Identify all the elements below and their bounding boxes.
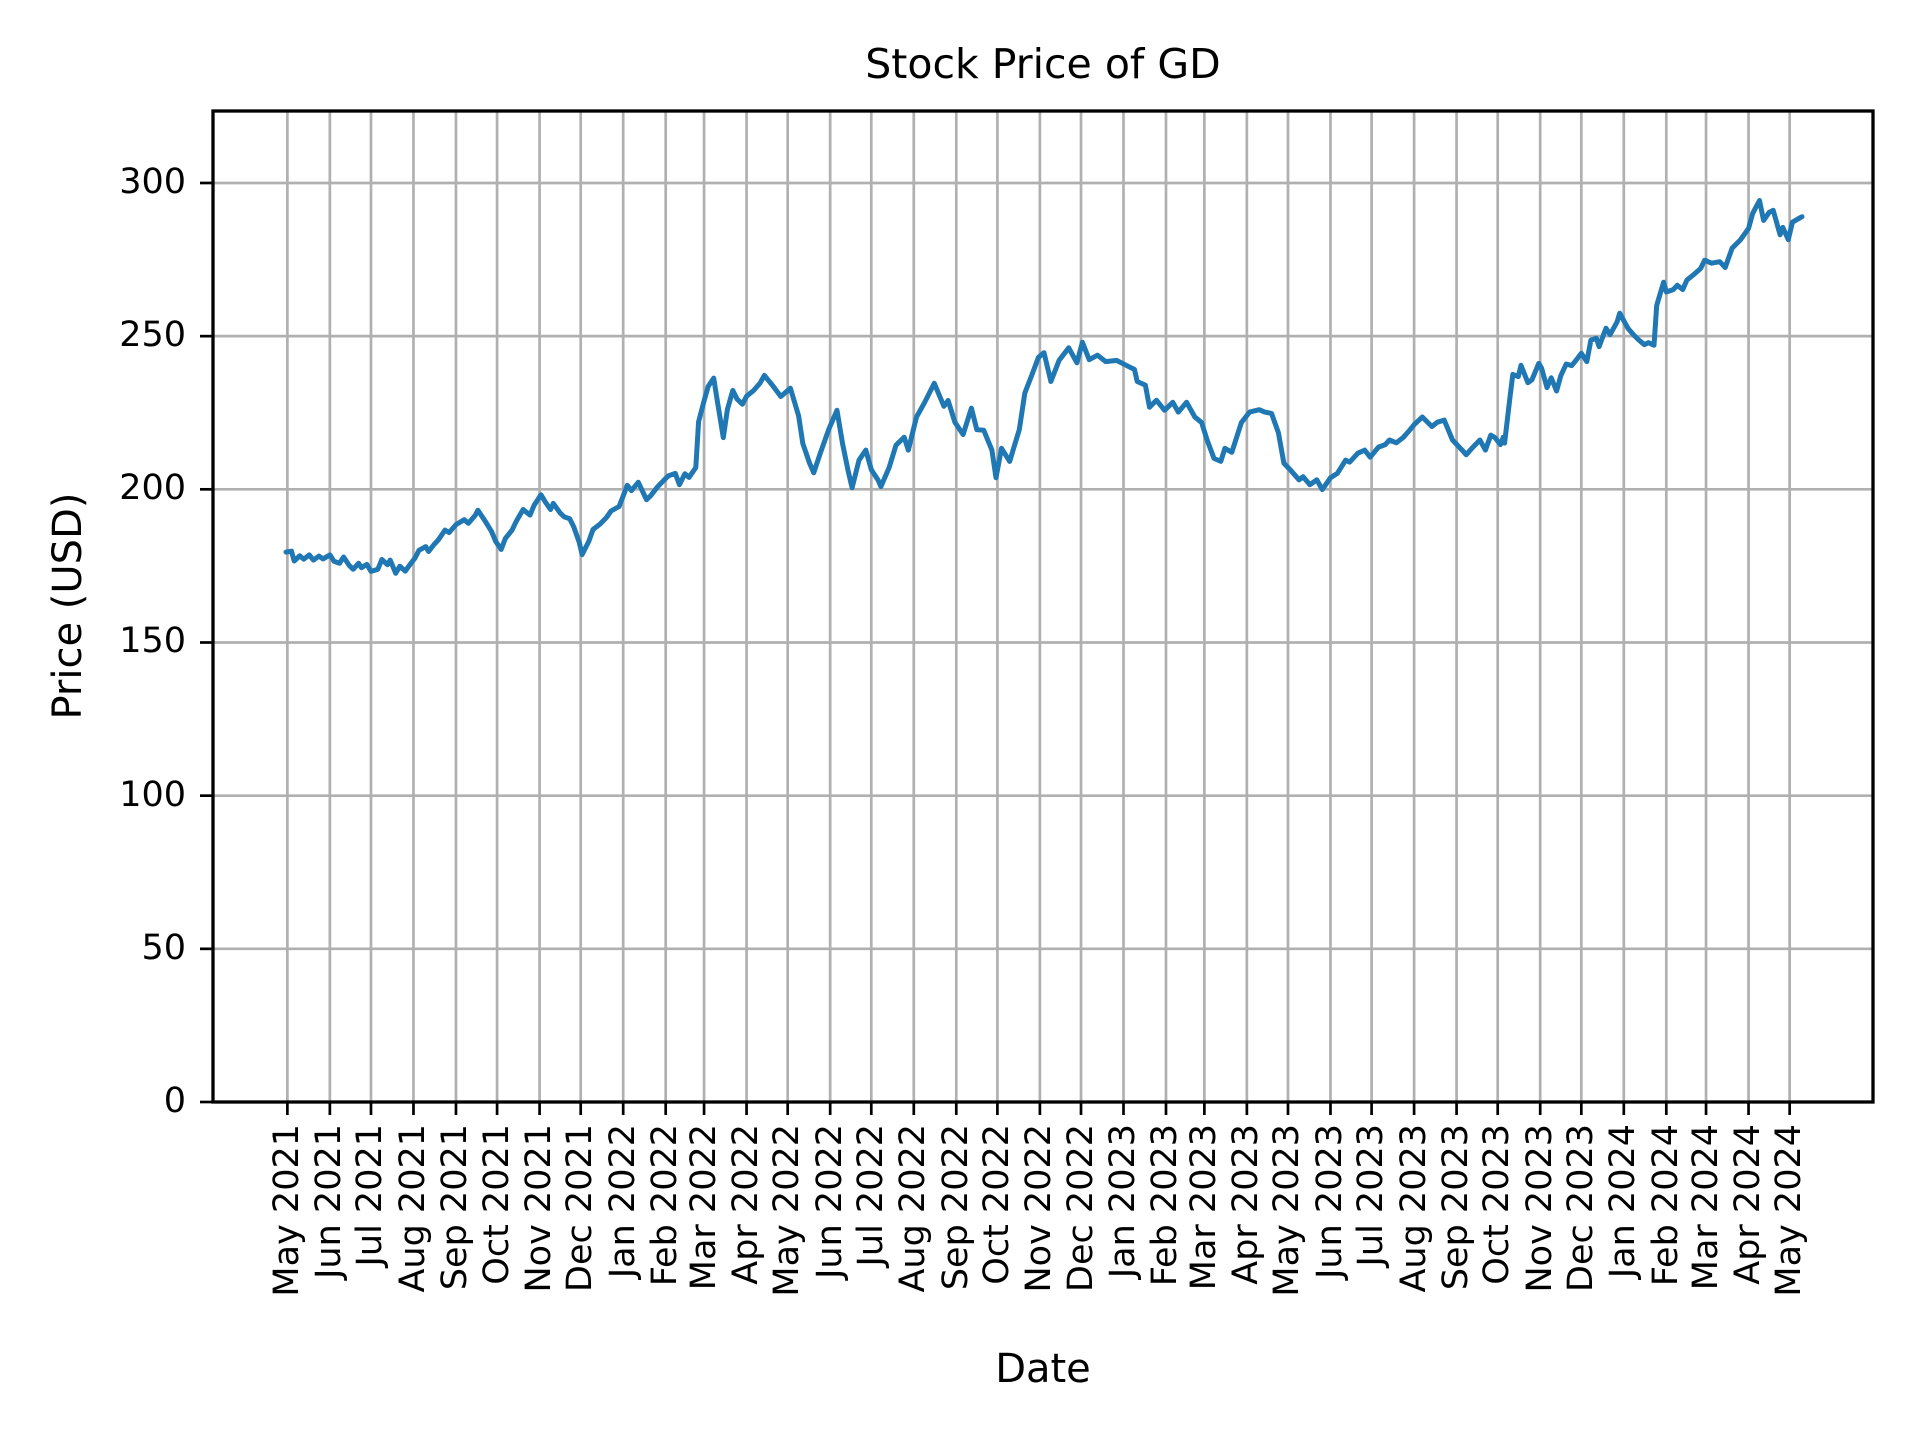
axes-spines (211, 109, 1875, 1104)
x-tick-label: Nov 2022 (1019, 1124, 1060, 1293)
x-tick-label: Aug 2022 (893, 1124, 934, 1293)
x-tick-label: Aug 2023 (1393, 1124, 1434, 1293)
x-tick-label: Jul 2022 (850, 1124, 891, 1267)
x-tick-label: Oct 2022 (976, 1124, 1017, 1285)
x-tick-label: Feb 2024 (1645, 1124, 1686, 1287)
x-tick-label: Aug 2021 (392, 1124, 433, 1293)
x-tick-label: Sep 2022 (935, 1124, 976, 1291)
y-tick-label: 50 (141, 927, 186, 968)
x-tick-label: Feb 2022 (645, 1124, 686, 1287)
x-axis-label: Date (995, 1346, 1091, 1392)
x-tick-label: Dec 2022 (1060, 1124, 1101, 1292)
x-tick-label: Mar 2023 (1183, 1124, 1224, 1291)
x-tick-label: Jun 2021 (309, 1124, 350, 1279)
x-tick-label: Mar 2022 (683, 1124, 724, 1291)
x-tick-label: Jan 2023 (1103, 1124, 1143, 1279)
x-tick-label: Jul 2023 (1351, 1124, 1392, 1267)
x-tick-label: May 2023 (1267, 1124, 1308, 1297)
x-tick-label: Oct 2023 (1477, 1124, 1518, 1285)
price-line (283, 198, 1805, 576)
x-tick-label: Mar 2024 (1685, 1124, 1726, 1291)
y-axis-label: Price (USD) (45, 492, 91, 720)
x-tick-label: Sep 2023 (1436, 1124, 1477, 1291)
x-tick-label: Oct 2021 (476, 1124, 517, 1285)
x-tick-label: Jan 2024 (1603, 1124, 1644, 1279)
chart-title: Stock Price of GD (865, 40, 1221, 88)
y-tick-label: 150 (119, 621, 186, 662)
x-tick-label: Jan 2022 (602, 1124, 643, 1279)
x-tick-label: Apr 2022 (726, 1124, 767, 1285)
x-tick-label: Jun 2023 (1309, 1124, 1350, 1279)
x-tick-label: Feb 2023 (1145, 1124, 1186, 1287)
x-tick-label: Jul 2021 (350, 1124, 391, 1267)
x-tick-label: Dec 2021 (560, 1124, 601, 1292)
x-tick-label: Sep 2021 (435, 1124, 476, 1291)
x-tick-label: Apr 2024 (1728, 1124, 1769, 1285)
x-tick-label: Apr 2023 (1226, 1124, 1267, 1285)
y-tick-label: 0 (163, 1080, 186, 1121)
x-tick-label: May 2024 (1769, 1124, 1810, 1297)
x-tick-label: May 2022 (767, 1124, 808, 1297)
x-tick-label: May 2021 (266, 1124, 307, 1297)
y-tick-label: 250 (119, 314, 186, 355)
y-tick-label: 200 (119, 468, 186, 509)
y-tick-label: 300 (119, 161, 186, 202)
x-tick-label: Nov 2021 (519, 1124, 560, 1293)
x-tick-label: Jun 2022 (809, 1124, 850, 1279)
x-tick-label: Nov 2023 (1519, 1124, 1560, 1293)
y-tick-label: 100 (119, 774, 186, 815)
x-tick-label: Dec 2023 (1560, 1124, 1601, 1292)
